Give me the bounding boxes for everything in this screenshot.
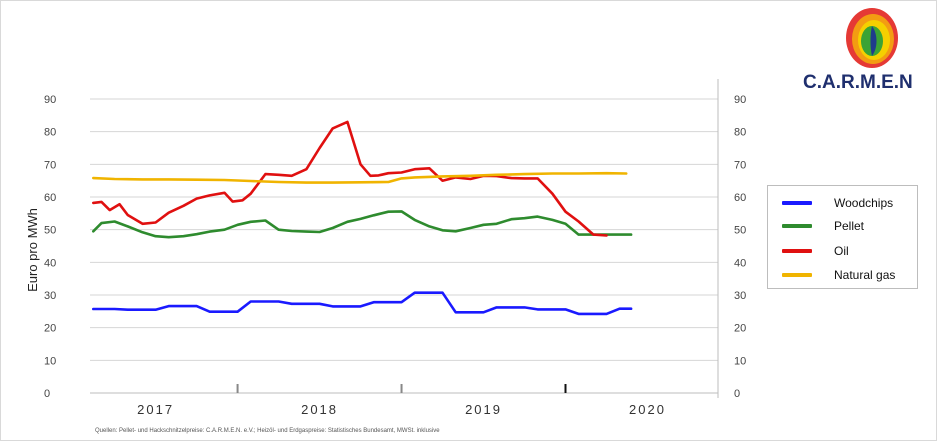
y-tick-label-right: 50 xyxy=(734,225,746,237)
y-tick-label-right: 80 xyxy=(734,127,746,139)
logo-flame-icon xyxy=(870,26,877,56)
legend-swatch-oil xyxy=(782,249,812,253)
y-tick-label-left: 40 xyxy=(44,257,56,269)
y-tick-label-left: 70 xyxy=(44,159,56,171)
legend-label-woodchips: Woodchips xyxy=(834,196,894,210)
x-tick-label: 2020 xyxy=(629,402,666,417)
y-tick-label-left: 90 xyxy=(44,94,56,106)
y-tick-label-left: 60 xyxy=(44,192,56,204)
y-tick-label-right: 60 xyxy=(734,192,746,204)
y-axis-label: Euro pro MWh xyxy=(25,208,40,292)
y-tick-label-left: 20 xyxy=(44,323,56,335)
legend-swatch-pellet xyxy=(782,224,812,228)
legend-label-pellet: Pellet xyxy=(834,219,865,233)
series-lines xyxy=(92,120,633,316)
x-tick-label: 2019 xyxy=(465,402,502,417)
y-tick-label-right: 70 xyxy=(734,159,746,171)
series-line-pellet xyxy=(92,210,633,239)
legend-item-pellet: Pellet xyxy=(782,217,864,235)
y-tick-label-left: 0 xyxy=(44,388,50,400)
y-tick-label-left: 10 xyxy=(44,355,56,367)
logo-text: C.A.R.M.E.N xyxy=(803,72,913,93)
y-tick-label-left: 30 xyxy=(44,290,56,302)
legend-label-natural-gas: Natural gas xyxy=(834,268,896,282)
y-tick-label-right: 0 xyxy=(734,388,740,400)
legend-label-oil: Oil xyxy=(834,244,849,258)
y-tick-label-left: 80 xyxy=(44,127,56,139)
source-note: Quellen: Pellet- und Hackschnitzelpreise… xyxy=(95,428,440,434)
series-line-woodchips xyxy=(92,291,633,316)
y-tick-label-left: 50 xyxy=(44,225,56,237)
y-tick-label-right: 10 xyxy=(734,355,746,367)
x-tick-label: 2018 xyxy=(301,402,338,417)
carmen-logo: C.A.R.M.E.N xyxy=(803,8,913,93)
legend: Woodchips Pellet Oil Natural gas xyxy=(767,185,918,289)
y-tick-label-right: 30 xyxy=(734,290,746,302)
series-line-natural-gas xyxy=(92,171,628,184)
y-tick-label-right: 20 xyxy=(734,323,746,335)
grid-lines xyxy=(90,98,718,394)
y-tick-label-right: 90 xyxy=(734,94,746,106)
legend-swatch-woodchips xyxy=(782,201,812,205)
x-tick-label: 2017 xyxy=(137,402,174,417)
y-tick-label-right: 40 xyxy=(734,257,746,269)
legend-swatch-natural-gas xyxy=(782,273,812,277)
legend-item-natural-gas: Natural gas xyxy=(782,266,895,284)
legend-item-oil: Oil xyxy=(782,242,849,260)
legend-item-woodchips: Woodchips xyxy=(782,194,893,212)
series-line-oil xyxy=(92,120,608,237)
